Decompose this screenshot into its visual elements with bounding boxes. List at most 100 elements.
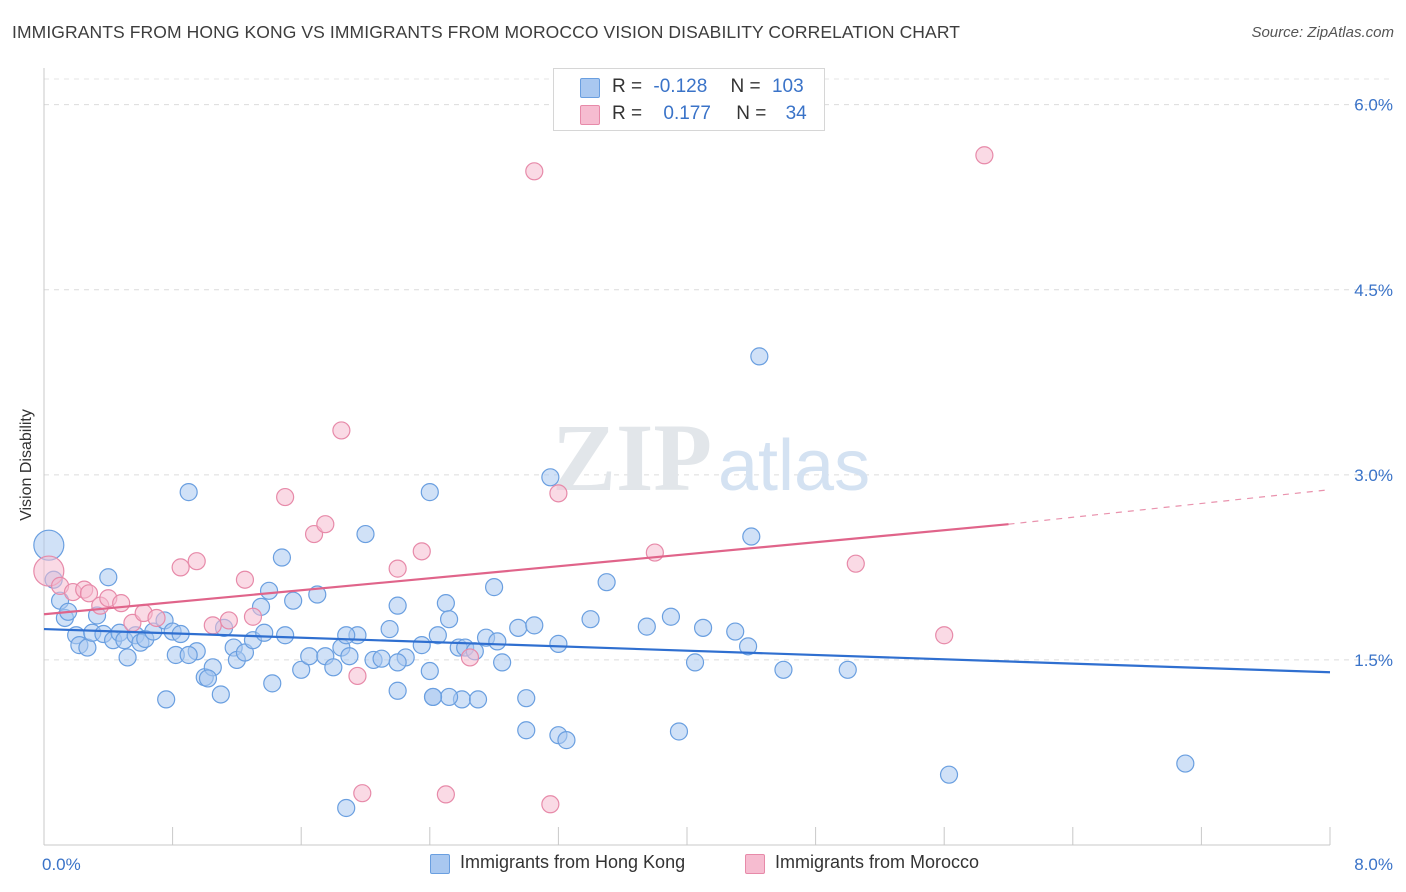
watermark-atlas: atlas	[718, 426, 870, 506]
hong-kong-point	[420, 483, 439, 502]
y-tick-label-0: 1.5%	[1354, 651, 1393, 670]
morocco-point	[348, 666, 367, 686]
r-value-morocco: 0.177	[663, 103, 711, 124]
r-label: R =	[612, 103, 643, 124]
hong-kong-point	[838, 660, 857, 679]
hong-kong-point	[179, 645, 198, 665]
hong-kong-point	[742, 527, 761, 546]
watermark-zip: ZIP	[552, 404, 712, 511]
morocco-point	[79, 584, 99, 603]
morocco-point	[332, 421, 351, 440]
n-value-hong-kong: 103	[771, 76, 804, 97]
hong-kong-point	[439, 610, 459, 629]
r-value-hong-kong: -0.128	[653, 76, 708, 97]
morocco-point	[541, 795, 560, 814]
hong-kong-point	[272, 548, 292, 567]
y-tick-label-1: 3.0%	[1354, 466, 1393, 485]
x-tick-label-0: 0.0%	[42, 855, 81, 874]
hong-kong-point	[284, 591, 303, 610]
hong-kong-point	[509, 618, 528, 637]
morocco-point	[436, 785, 455, 804]
hong-kong-point	[198, 669, 218, 688]
hong-kong-point	[428, 626, 447, 645]
chart-source: Source: ZipAtlas.com	[1251, 24, 1394, 41]
series-label-hong-kong: Immigrants from Hong Kong	[460, 852, 686, 872]
hong-kong-point	[388, 681, 407, 700]
chart-title: IMMIGRANTS FROM HONG KONG VS IMMIGRANTS …	[12, 22, 961, 42]
hong-kong-point	[340, 647, 359, 666]
morocco-point	[549, 484, 568, 503]
hong-kong-point	[436, 594, 455, 613]
hong-kong-point	[525, 616, 544, 635]
hong-kong-point	[738, 637, 758, 656]
series-legend: Immigrants from Hong Kong Immigrants fro…	[0, 852, 1406, 878]
legend-swatch-morocco	[580, 105, 600, 125]
hong-kong-point	[549, 634, 568, 653]
hong-kong-point	[726, 622, 745, 641]
morocco-point	[147, 608, 166, 628]
hong-kong-point	[99, 568, 118, 587]
hong-kong-point	[263, 674, 282, 693]
hong-kong-point	[685, 653, 705, 672]
hong-kong-point	[118, 648, 137, 667]
hong-kong-point	[693, 618, 713, 637]
morocco-point	[460, 648, 480, 667]
morocco-point	[112, 594, 131, 613]
morocco-point	[353, 784, 372, 803]
hong-kong-point	[488, 632, 507, 651]
hong-kong-point	[412, 636, 431, 655]
hong-kong-trend-line	[43, 627, 1331, 674]
morocco-point	[846, 554, 865, 573]
r-label: R =	[612, 76, 643, 97]
hong-kong-point	[300, 647, 319, 666]
series-swatch-morocco	[745, 854, 765, 874]
tick-label-layer: 1.5% 3.0% 4.5% 6.0% 0.0% 8.0%	[42, 96, 1393, 874]
hong-kong-point	[372, 649, 391, 668]
hong-kong-point	[308, 585, 327, 604]
y-axis-label: Vision Disability	[18, 409, 35, 521]
hong-kong-point	[179, 483, 198, 502]
hong-kong-point	[380, 619, 399, 639]
n-label: N =	[736, 103, 767, 124]
hong-kong-point	[939, 765, 959, 784]
hong-kong-point	[423, 687, 443, 707]
morocco-point	[243, 607, 263, 626]
watermark: ZIP atlas	[552, 404, 870, 511]
hong-kong-point	[388, 596, 407, 615]
hong-kong-point	[517, 721, 536, 740]
y-tick-label-3: 6.0%	[1354, 96, 1393, 115]
axis-layer	[43, 68, 1331, 846]
morocco-point	[525, 162, 544, 181]
hong-kong-point	[276, 626, 295, 645]
correlation-legend: R = -0.128 N = 103 R = 0.177 N = 34	[553, 68, 825, 131]
hong-kong-point	[439, 687, 459, 707]
morocco-point	[171, 558, 190, 577]
hong-kong-point	[259, 581, 279, 600]
hong-kong-point	[637, 617, 656, 636]
hong-kong-point	[255, 623, 274, 642]
n-label: N =	[730, 76, 761, 97]
legend-swatch-hong-kong	[580, 78, 600, 98]
hong-kong-point	[517, 689, 536, 708]
hong-kong-point	[493, 653, 512, 672]
hong-kong-point	[337, 626, 356, 645]
morocco-point	[276, 487, 295, 507]
x-tick-label-1: 8.0%	[1354, 855, 1393, 874]
morocco-point	[935, 626, 954, 645]
morocco-point	[203, 616, 222, 635]
hong-kong-point	[324, 658, 343, 677]
morocco-point	[412, 542, 431, 561]
hong-kong-point	[292, 660, 311, 679]
hong-kong-point	[541, 468, 560, 487]
hong-kong-point	[557, 731, 576, 750]
hong-kong-point	[581, 610, 600, 629]
hong-kong-point	[774, 660, 793, 679]
hong-kong-point	[211, 685, 230, 704]
hong-kong-point	[337, 798, 356, 818]
hong-kong-point	[669, 722, 689, 741]
hong-kong-point	[468, 690, 488, 709]
hong-kong-point	[485, 578, 504, 597]
morocco-point	[975, 146, 994, 165]
hong-kong-point	[388, 653, 407, 672]
